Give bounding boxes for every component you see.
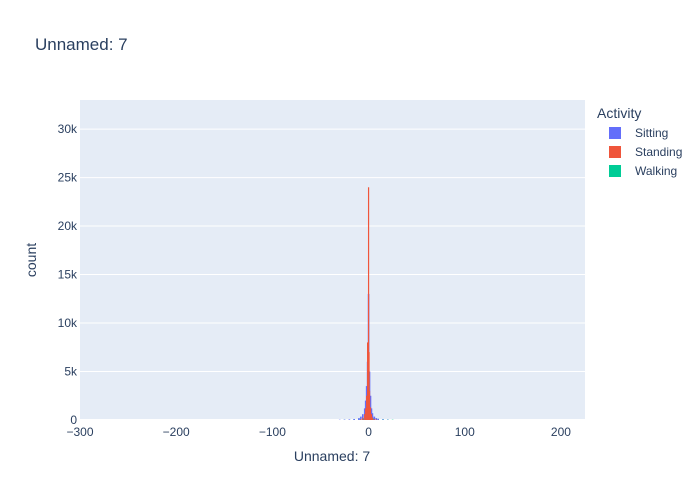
legend-swatch-standing xyxy=(609,146,621,158)
legend-swatch-walking xyxy=(609,165,621,177)
gridlines xyxy=(80,128,585,421)
y-axis-ticks: 0 5k 10k 15k 20k 25k 30k xyxy=(58,122,78,427)
bar-standing xyxy=(373,418,375,420)
y-tick-label: 20k xyxy=(58,219,78,233)
x-tick-label: 0 xyxy=(365,425,372,439)
x-tick-label: −300 xyxy=(66,425,93,439)
x-tick-label: −200 xyxy=(163,425,190,439)
bar-sitting xyxy=(377,418,379,420)
y-tick-label: 5k xyxy=(64,365,78,379)
bar-standing xyxy=(369,407,372,420)
bar-standing xyxy=(367,342,369,420)
bar-sitting xyxy=(373,416,376,420)
x-tick-label: 100 xyxy=(455,425,475,439)
bar-sitting xyxy=(360,416,362,420)
bar-standing xyxy=(371,417,374,420)
y-tick-label: 15k xyxy=(58,268,78,282)
legend-label-standing: Standing xyxy=(635,145,682,159)
bar-standing xyxy=(362,417,364,420)
bar-standing xyxy=(366,395,368,420)
x-tick-label: 200 xyxy=(551,425,571,439)
bar-sitting xyxy=(375,418,378,420)
x-axis-ticks: −300 −200 −100 0 100 200 xyxy=(66,425,571,439)
bar-standing xyxy=(370,414,373,420)
legend-item-sitting[interactable]: Sitting xyxy=(609,126,668,140)
x-axis-title: Unnamed: 7 xyxy=(294,448,370,464)
legend-item-walking[interactable]: Walking xyxy=(609,164,677,178)
legend[interactable]: Activity Sitting Standing Walking xyxy=(597,105,682,178)
bar-standing xyxy=(364,414,366,420)
bar-standing xyxy=(365,408,367,420)
bar-sitting xyxy=(382,419,384,420)
bar-sitting xyxy=(362,414,364,420)
bar-sitting xyxy=(358,418,360,420)
bar-walking xyxy=(362,418,365,420)
legend-label-walking: Walking xyxy=(635,164,677,178)
legend-item-standing[interactable]: Standing xyxy=(609,145,682,159)
bar-sitting xyxy=(348,419,351,420)
bar-sitting xyxy=(353,419,355,420)
x-tick-label: −100 xyxy=(259,425,286,439)
y-axis-title: count xyxy=(23,243,39,277)
y-tick-label: 0 xyxy=(70,413,77,427)
bar-sitting xyxy=(371,413,374,420)
bar-standing xyxy=(360,419,362,420)
plot-area xyxy=(80,100,585,420)
bar-walking xyxy=(372,418,375,420)
legend-swatch-sitting xyxy=(609,127,621,139)
y-tick-label: 30k xyxy=(58,122,78,136)
bar-standing xyxy=(367,187,370,420)
legend-label-sitting: Sitting xyxy=(635,126,668,140)
y-tick-label: 10k xyxy=(58,316,78,330)
bars xyxy=(338,187,394,420)
chart-title: Unnamed: 7 xyxy=(35,35,128,54)
bar-standing xyxy=(368,390,371,420)
legend-title: Activity xyxy=(597,105,641,121)
bar-standing xyxy=(368,352,370,420)
y-tick-label: 25k xyxy=(58,171,78,185)
